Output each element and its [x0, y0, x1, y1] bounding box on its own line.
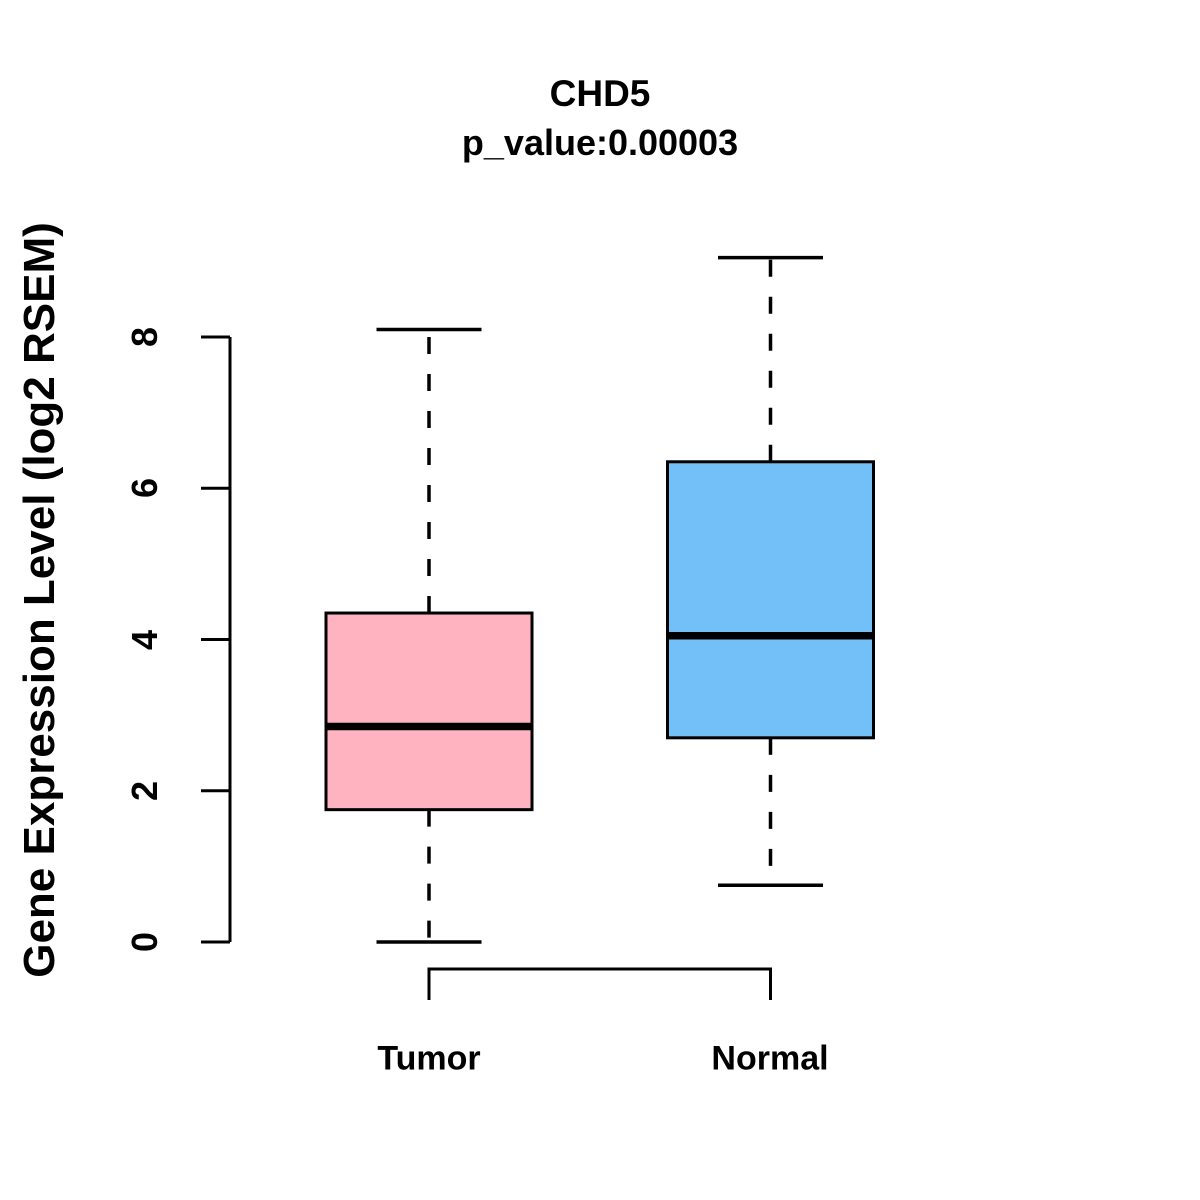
- x-axis-bracket: [427, 967, 772, 1000]
- y-tick-label-2: 2: [124, 780, 165, 801]
- y-tick-label-6: 6: [124, 478, 165, 499]
- tumor-box: [324, 611, 534, 812]
- chart-title: CHD5: [549, 73, 651, 114]
- normal-box: [666, 460, 875, 740]
- y-axis-label: Gene Expression Level (log2 RSEM): [15, 222, 64, 978]
- chart-subtitle-pvalue: p_value:0.00003: [461, 122, 739, 163]
- y-tick-label-0: 0: [124, 931, 165, 953]
- group-label-normal: Normal: [711, 1039, 829, 1078]
- group-label-tumor: Tumor: [377, 1039, 481, 1078]
- y-tick-label-8: 8: [124, 326, 165, 348]
- y-tick-label-4: 4: [124, 629, 165, 650]
